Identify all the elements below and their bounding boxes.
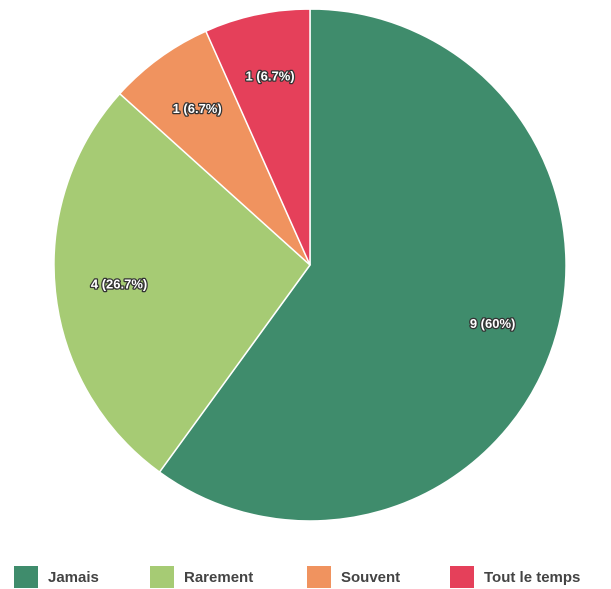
slice-label: 4 (26.7%) [91,277,147,292]
pie-slice [204,8,311,266]
legend-swatch [150,566,174,588]
legend-swatch [450,566,474,588]
pie-slice [53,92,312,474]
legend-swatch [307,566,331,588]
legend-label: Rarement [184,569,253,586]
slice-label: 9 (60%) [470,316,516,331]
slice-label: 1 (6.7%) [173,101,222,116]
pie-slice [158,8,567,522]
legend-label: Jamais [48,569,99,586]
legend-label: Tout le temps [484,569,580,586]
legend-label: Souvent [341,569,400,586]
legend-swatch [14,566,38,588]
slice-label: 1 (6.7%) [246,69,295,84]
pie-slice [118,30,311,266]
